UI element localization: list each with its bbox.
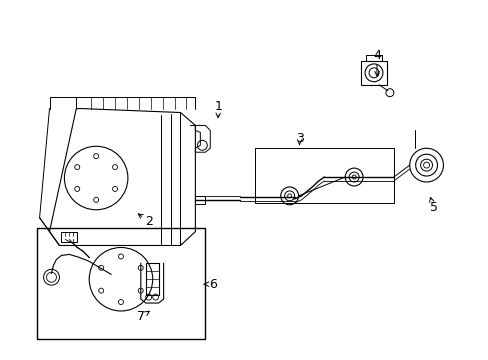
Text: 4: 4 bbox=[372, 49, 380, 63]
Text: 3: 3 bbox=[295, 132, 303, 145]
Bar bbox=[145, 264, 158, 295]
Bar bbox=[195, 196, 205, 204]
Text: 6: 6 bbox=[209, 278, 217, 291]
Bar bbox=[360, 61, 386, 85]
Text: 5: 5 bbox=[428, 201, 437, 214]
Bar bbox=[254, 148, 393, 203]
Bar bbox=[37, 228, 205, 339]
Text: 7: 7 bbox=[137, 310, 144, 323]
Text: 1: 1 bbox=[214, 100, 222, 113]
Bar bbox=[61, 231, 77, 242]
Text: 2: 2 bbox=[144, 215, 152, 228]
